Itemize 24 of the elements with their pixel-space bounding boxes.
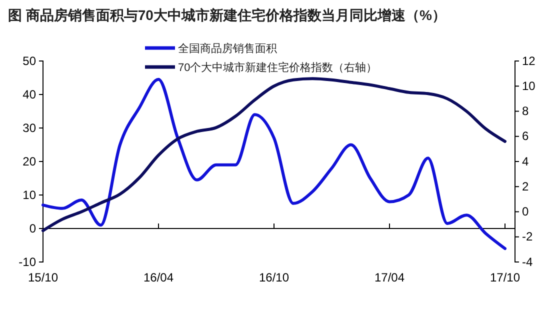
y-tick-label: 40 [22,87,36,102]
y2-tick-label: 8 [522,104,529,118]
y-tick-label: -10 [18,254,36,269]
y2-tick-label: 0 [522,204,529,219]
y2-tick-label: 6 [522,129,529,144]
y-tick-label: 30 [22,120,36,135]
legend-label: 全国商品房销售面积 [178,42,277,55]
y2-tick-label: 10 [522,78,536,93]
y-tick-label: 0 [29,221,36,236]
y2-tick-label: 4 [522,154,529,168]
y-tick-label: 50 [22,54,36,68]
y2-tick-label: -2 [522,230,533,244]
y2-tick-label: 12 [522,54,536,68]
x-tick-label: 15/10 [28,270,58,285]
y2-tick-label: -4 [522,254,533,269]
y-tick-label: 10 [22,188,36,202]
y2-tick-label: 2 [522,179,529,194]
y-tick-label: 20 [22,154,36,168]
x-tick-label: 16/10 [258,270,290,285]
x-tick-label: 17/10 [490,270,520,285]
x-tick-label: 16/04 [143,270,174,285]
x-tick-label: 17/04 [374,270,405,285]
legend-label: 70个大中城市新建住宅价格指数（右轴） [178,61,378,74]
chart-title: 图 商品房销售面积与70大中城市新建住宅价格指数当月同比增速（%） [8,7,446,23]
